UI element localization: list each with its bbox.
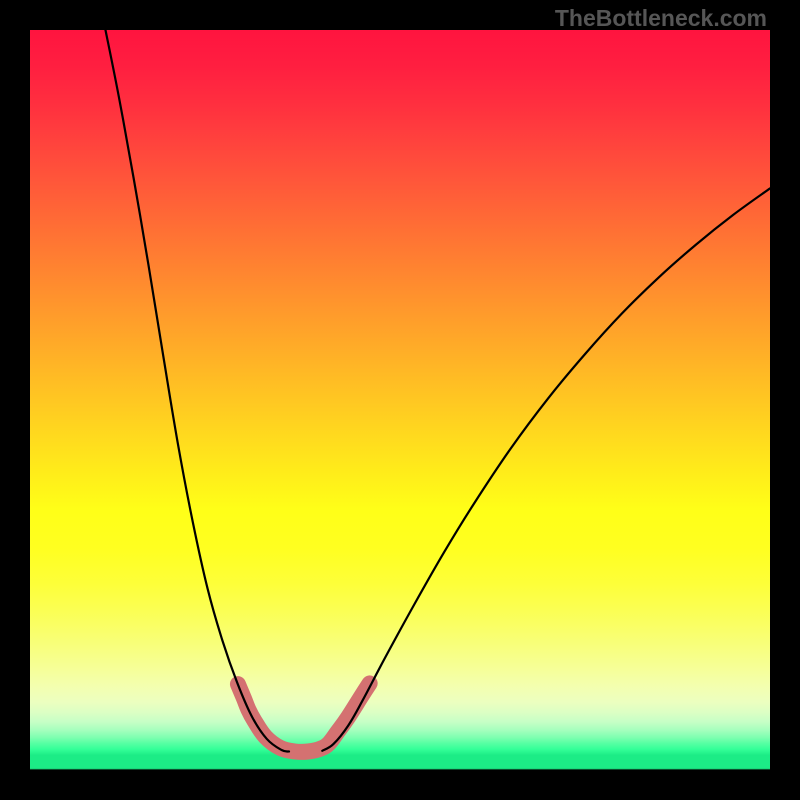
watermark-label: TheBottleneck.com bbox=[555, 5, 767, 32]
gradient-background bbox=[30, 30, 770, 770]
plot-area bbox=[30, 30, 770, 770]
plot-svg bbox=[30, 30, 770, 770]
chart-frame: TheBottleneck.com bbox=[0, 0, 800, 800]
